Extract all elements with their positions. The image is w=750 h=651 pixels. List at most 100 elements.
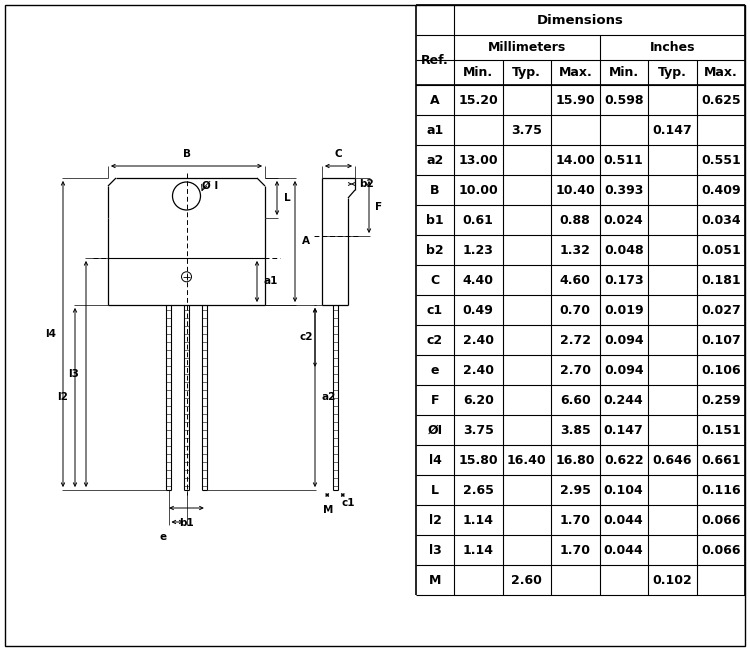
Text: l3: l3 [68,369,79,379]
Text: C: C [430,273,439,286]
Text: c1: c1 [427,303,443,316]
Text: 0.106: 0.106 [701,363,740,376]
Text: Min.: Min. [464,66,494,79]
Text: Max.: Max. [704,66,737,79]
Text: 0.019: 0.019 [604,303,644,316]
Text: 0.044: 0.044 [604,514,644,527]
Text: 0.107: 0.107 [700,333,740,346]
Text: c2: c2 [299,333,313,342]
Text: 10.00: 10.00 [458,184,498,197]
Text: 1.14: 1.14 [463,514,494,527]
Text: 0.598: 0.598 [604,94,644,107]
Text: M: M [323,505,334,515]
Text: a2: a2 [426,154,444,167]
Text: 0.044: 0.044 [604,544,644,557]
Text: Max.: Max. [558,66,592,79]
Text: l2: l2 [428,514,442,527]
Text: 0.88: 0.88 [560,214,591,227]
Text: 16.80: 16.80 [556,454,595,467]
Text: Dimensions: Dimensions [537,14,624,27]
Text: 10.40: 10.40 [555,184,596,197]
Text: 0.173: 0.173 [604,273,644,286]
Text: 0.393: 0.393 [604,184,644,197]
Text: 0.661: 0.661 [701,454,740,467]
Text: 0.151: 0.151 [700,424,740,437]
Text: 0.024: 0.024 [604,214,644,227]
Text: 0.259: 0.259 [701,393,740,406]
Text: 0.622: 0.622 [604,454,644,467]
Text: 0.066: 0.066 [701,514,740,527]
Text: 2.72: 2.72 [560,333,591,346]
Text: L: L [431,484,439,497]
Text: e: e [160,532,167,542]
Text: 0.094: 0.094 [604,363,644,376]
Text: l3: l3 [429,544,441,557]
Text: a1: a1 [264,277,278,286]
Text: 4.40: 4.40 [463,273,494,286]
Text: 0.61: 0.61 [463,214,494,227]
Text: 0.511: 0.511 [604,154,644,167]
Text: 2.95: 2.95 [560,484,591,497]
Text: 6.60: 6.60 [560,393,591,406]
Text: 14.00: 14.00 [555,154,596,167]
Text: F: F [430,393,439,406]
Text: c1: c1 [341,498,355,508]
Text: b1: b1 [179,518,194,528]
Text: L: L [284,193,291,203]
Text: 4.60: 4.60 [560,273,591,286]
Text: 0.147: 0.147 [652,124,692,137]
Text: 0.551: 0.551 [700,154,740,167]
Text: l4: l4 [428,454,442,467]
Text: 2.40: 2.40 [463,363,494,376]
Text: 3.85: 3.85 [560,424,591,437]
Text: 0.034: 0.034 [701,214,740,227]
Text: 1.23: 1.23 [463,243,494,256]
Text: a2: a2 [322,393,336,402]
Text: A: A [430,94,439,107]
Text: 0.409: 0.409 [701,184,740,197]
Text: Inches: Inches [650,41,695,54]
Text: ØI: ØI [427,424,442,437]
Text: 2.70: 2.70 [560,363,591,376]
Text: 0.094: 0.094 [604,333,644,346]
Text: c2: c2 [427,333,443,346]
Text: 3.75: 3.75 [512,124,542,137]
Text: 0.646: 0.646 [652,454,692,467]
Text: 0.116: 0.116 [701,484,740,497]
Text: Min.: Min. [609,66,639,79]
Text: 2.60: 2.60 [512,574,542,587]
Text: 3.75: 3.75 [463,424,494,437]
Text: M: M [429,574,441,587]
Text: A: A [302,236,310,247]
Text: 16.40: 16.40 [507,454,547,467]
Text: 15.80: 15.80 [458,454,498,467]
Text: 0.147: 0.147 [604,424,644,437]
Text: 0.051: 0.051 [700,243,740,256]
Text: 0.102: 0.102 [652,574,692,587]
Text: 15.20: 15.20 [458,94,498,107]
Text: 0.70: 0.70 [560,303,591,316]
Text: B: B [430,184,439,197]
Text: 2.65: 2.65 [463,484,494,497]
Text: 2.40: 2.40 [463,333,494,346]
Text: 0.027: 0.027 [700,303,740,316]
Text: 0.244: 0.244 [604,393,644,406]
Text: l2: l2 [57,393,68,402]
Text: e: e [430,363,439,376]
Text: Typ.: Typ. [658,66,687,79]
Text: 0.066: 0.066 [701,544,740,557]
Text: 0.048: 0.048 [604,243,644,256]
Text: a1: a1 [426,124,444,137]
Text: 0.104: 0.104 [604,484,644,497]
Text: 0.181: 0.181 [701,273,740,286]
Text: 0.625: 0.625 [701,94,740,107]
Text: 1.14: 1.14 [463,544,494,557]
Text: b1: b1 [426,214,444,227]
Text: 1.70: 1.70 [560,544,591,557]
Text: B: B [182,149,190,159]
Text: b2: b2 [426,243,444,256]
Text: Typ.: Typ. [512,66,542,79]
Text: 13.00: 13.00 [458,154,498,167]
Text: C: C [334,149,342,159]
Text: F: F [375,202,382,212]
